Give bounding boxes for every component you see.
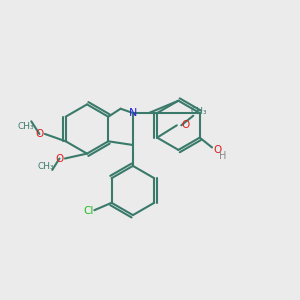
Text: O: O bbox=[35, 129, 44, 139]
Text: N: N bbox=[129, 108, 137, 118]
Text: O: O bbox=[214, 146, 222, 155]
Text: CH₃: CH₃ bbox=[190, 107, 207, 116]
Text: H: H bbox=[219, 151, 226, 161]
Text: O: O bbox=[55, 154, 64, 164]
Text: CH₃: CH₃ bbox=[18, 122, 34, 131]
Text: O: O bbox=[181, 120, 190, 130]
Text: Cl: Cl bbox=[83, 206, 93, 216]
Text: CH₃: CH₃ bbox=[38, 161, 55, 170]
